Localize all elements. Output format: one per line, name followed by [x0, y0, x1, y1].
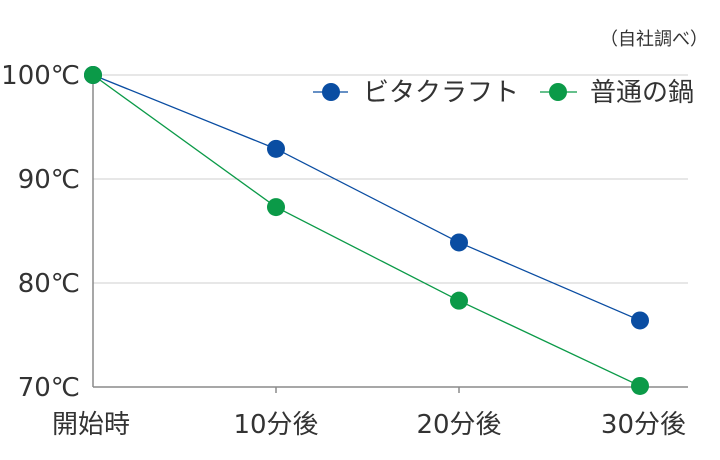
x-tick-label: 開始時 [52, 410, 130, 440]
data-point-ordinary-pot [631, 376, 649, 395]
legend-marker-vitacraft [322, 83, 340, 101]
legend: ビタクラフト 普通の鍋 [313, 78, 694, 108]
y-tick-label: 80℃ [18, 269, 80, 299]
x-tick-label: 30分後 [601, 410, 686, 440]
data-point-ordinary-pot [84, 66, 102, 84]
y-tick-label: 70℃ [18, 373, 80, 403]
series-line-vitacraft [92, 74, 641, 322]
legend-label-vitacraft: ビタクラフト [363, 78, 519, 108]
y-tick-label: 100℃ [1, 61, 80, 91]
legend-label-ordinary-pot: 普通の鍋 [590, 78, 694, 108]
source-note: （自社調べ） [600, 29, 708, 50]
y-tick-label: 90℃ [18, 165, 80, 195]
data-point-vitacraft [631, 311, 649, 330]
series-line-ordinary-pot [92, 74, 641, 387]
x-tick-label: 10分後 [233, 410, 318, 440]
data-point-vitacraft [267, 139, 285, 158]
data-point-ordinary-pot [450, 291, 468, 310]
x-axis-ticks: 開始時 10分後 20分後 30分後 [52, 410, 686, 440]
y-axis-ticks: 70℃ 80℃ 90℃ 100℃ [1, 61, 80, 403]
grid-lines [93, 74, 688, 284]
series-group [84, 66, 649, 395]
data-point-vitacraft [450, 233, 468, 252]
legend-marker-ordinary-pot [549, 83, 567, 101]
data-point-ordinary-pot [267, 198, 285, 217]
x-tick-label: 20分後 [416, 410, 501, 440]
axes [92, 75, 688, 393]
